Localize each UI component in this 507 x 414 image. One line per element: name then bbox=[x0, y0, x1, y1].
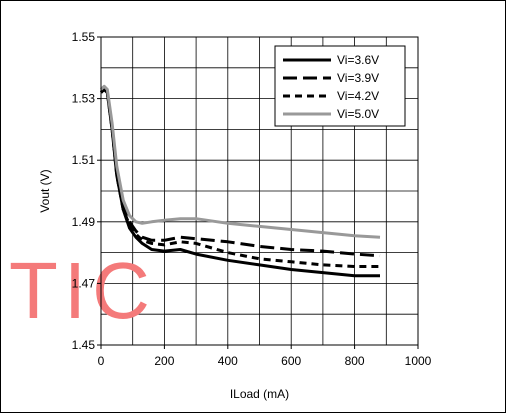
plot-border bbox=[100, 36, 419, 346]
legend-label: Vi=3.6V bbox=[337, 53, 379, 67]
x-tick-label: 600 bbox=[281, 354, 301, 368]
x-axis-title: ILoad (mA) bbox=[230, 387, 289, 401]
y-axis-title: Vout (V) bbox=[38, 169, 52, 212]
x-tick-label: 400 bbox=[218, 354, 238, 368]
series-line bbox=[99, 84, 381, 239]
y-tick-label: 1.51 bbox=[72, 153, 96, 167]
legend: Vi=3.6V Vi=3.9V Vi=4.2V Vi=5.0V bbox=[274, 45, 406, 127]
y-tick-label: 1.47 bbox=[72, 276, 96, 290]
series-layer bbox=[99, 84, 381, 278]
x-tick-label: 0 bbox=[98, 354, 105, 368]
x-tick-label: 200 bbox=[154, 354, 174, 368]
legend-label: Vi=3.9V bbox=[337, 71, 379, 85]
watermark-layer: TIC bbox=[9, 246, 156, 335]
series-line bbox=[99, 87, 380, 268]
x-tick-label: 800 bbox=[345, 354, 365, 368]
x-tick-label: 1000 bbox=[405, 354, 432, 368]
y-tick-label: 1.53 bbox=[72, 92, 96, 106]
y-tick-label: 1.55 bbox=[72, 30, 96, 44]
y-tick-label: 1.45 bbox=[72, 338, 96, 352]
y-tick-label: 1.49 bbox=[72, 215, 96, 229]
legend-label: Vi=5.0V bbox=[337, 107, 379, 121]
legend-label: Vi=4.2V bbox=[337, 89, 379, 103]
watermark: TIC bbox=[9, 246, 156, 335]
tick-layer: 0 200 400 600 800 1000 1.45 1.47 1.49 1.51 1.53 1.5… bbox=[72, 30, 432, 368]
